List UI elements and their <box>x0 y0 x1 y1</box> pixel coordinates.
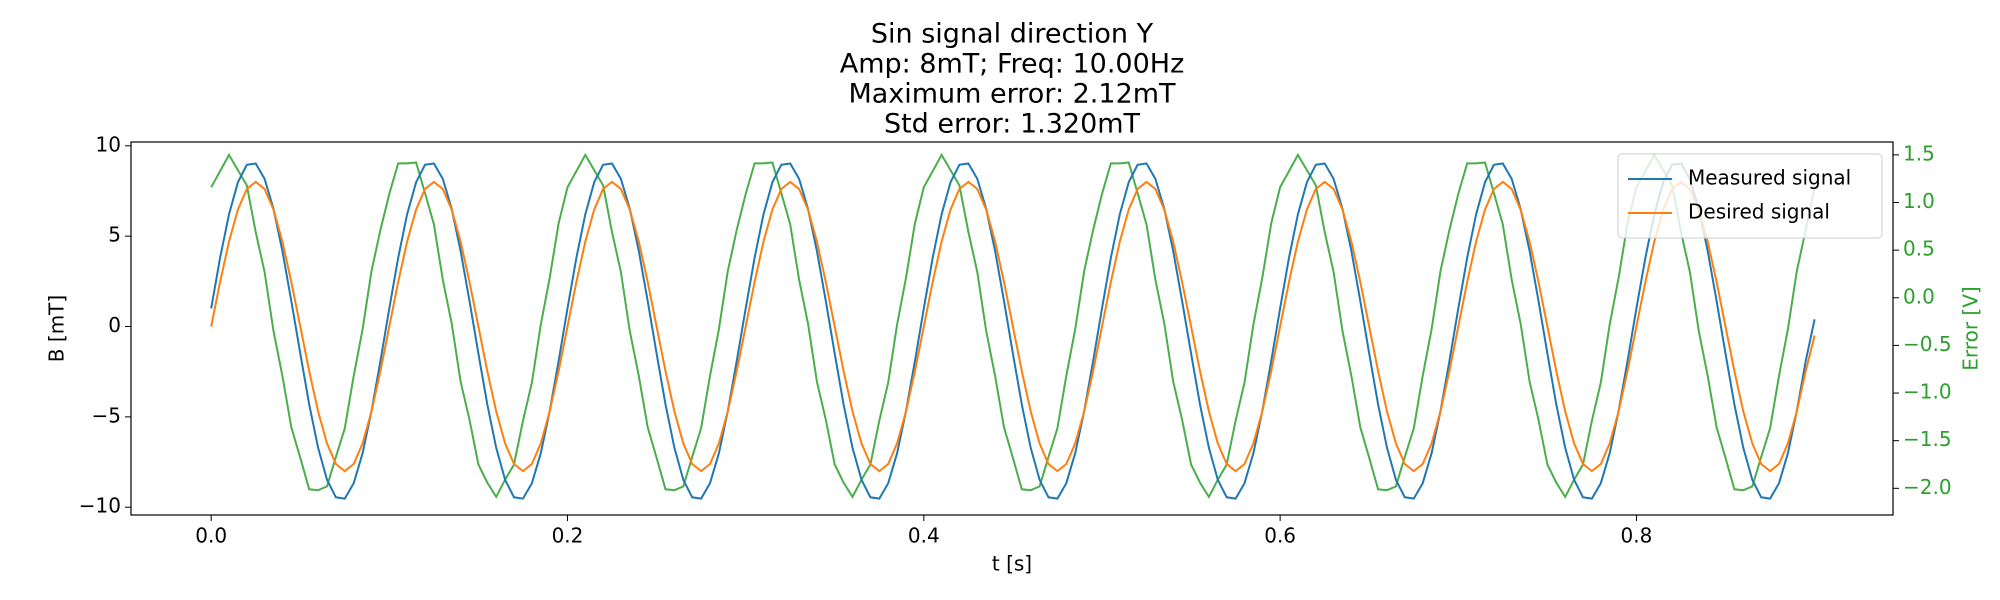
y2-tick-label: −2.0 <box>1903 475 1952 499</box>
chart-title: Amp: 8mT; Freq: 10.00Hz <box>840 49 1185 80</box>
y-axis-label: B [mT] <box>45 295 69 362</box>
y-tick-label: 5 <box>108 223 121 247</box>
x-tick-label: 0.4 <box>908 524 940 548</box>
x-tick-label: 0.0 <box>195 524 227 548</box>
chart-title: Std error: 1.320mT <box>884 109 1141 140</box>
series-line <box>210 180 1816 473</box>
legend-label: Measured signal <box>1688 166 1851 190</box>
y2-tick-label: 0.5 <box>1903 237 1935 261</box>
series-line <box>210 152 1816 499</box>
x-tick-label: 0.6 <box>1264 524 1296 548</box>
y-tick-label: 0 <box>108 313 121 337</box>
x-axis-label: t [s] <box>992 552 1032 576</box>
plot-frame <box>130 141 1894 516</box>
y2-tick-label: −1.5 <box>1903 427 1952 451</box>
y2-tick-label: 1.5 <box>1903 141 1935 165</box>
legend-box <box>1617 153 1883 239</box>
x-tick-label: 0.8 <box>1621 524 1653 548</box>
y2-tick-label: 1.0 <box>1903 189 1935 213</box>
y2-axis-label: Error [V] <box>1959 286 1983 370</box>
series-line <box>210 162 1816 500</box>
y2-tick-label: −1.0 <box>1903 380 1952 404</box>
y-tick-label: −5 <box>92 403 121 427</box>
chart-title: Maximum error: 2.12mT <box>848 79 1176 110</box>
y-tick-label: 10 <box>96 132 121 156</box>
chart-title: Sin signal direction Y <box>871 19 1154 50</box>
x-tick-label: 0.2 <box>552 524 584 548</box>
y2-tick-label: 0.0 <box>1903 284 1935 308</box>
legend-label: Desired signal <box>1688 200 1830 224</box>
y-tick-label: −10 <box>79 494 121 518</box>
y2-tick-label: −0.5 <box>1903 332 1952 356</box>
